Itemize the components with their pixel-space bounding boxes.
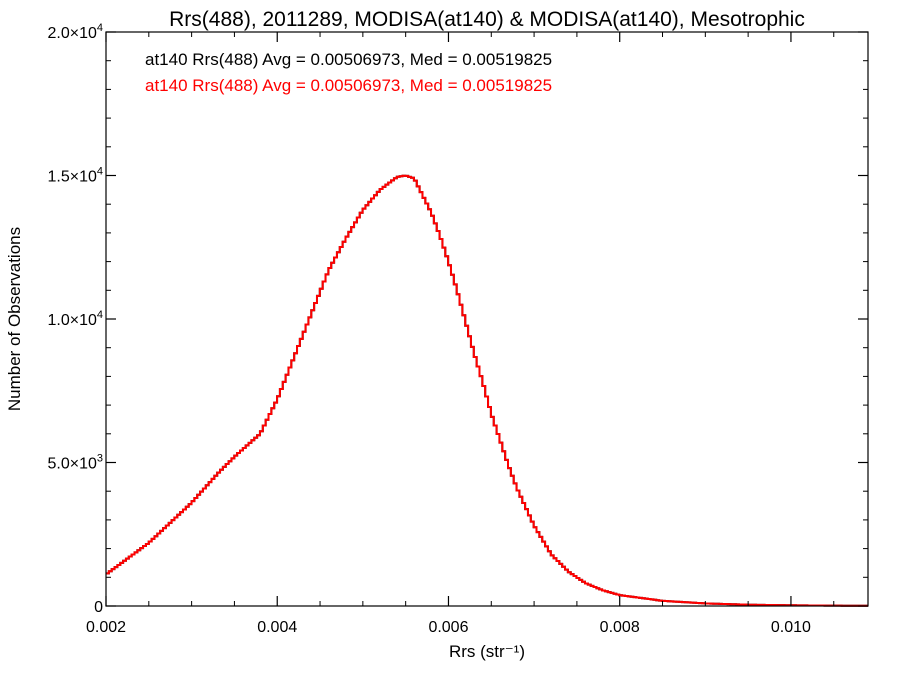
y-tick-label: 1.5×104 xyxy=(47,166,103,186)
x-tick-label: 0.006 xyxy=(428,619,468,636)
y-tick-label: 5.0×103 xyxy=(47,453,103,473)
y-tick-label: 0 xyxy=(94,599,103,616)
y-tick-label: 2.0×104 xyxy=(47,22,103,42)
series-layer xyxy=(106,174,869,607)
annotation-black: at140 Rrs(488) Avg = 0.00506973, Med = 0… xyxy=(145,50,552,69)
y-tick-label: 1.0×104 xyxy=(47,309,103,329)
x-tick-label: 0.010 xyxy=(771,619,811,636)
x-tick-label: 0.002 xyxy=(86,619,126,636)
chart-title: Rrs(488), 2011289, MODISA(at140) & MODIS… xyxy=(169,8,805,31)
y-axis-label: Number of Observations xyxy=(5,227,24,411)
annotation-red: at140 Rrs(488) Avg = 0.00506973, Med = 0… xyxy=(145,76,552,95)
x-tick-label: 0.008 xyxy=(600,619,640,636)
axis-ticks: 0.002 0.004 0.006 0.008 0.010 0 5.0×103 1.0×104… xyxy=(47,22,868,636)
series-1-line xyxy=(106,174,869,607)
series-0-line xyxy=(106,174,869,607)
x-axis-label: Rrs (str⁻¹) xyxy=(449,642,525,661)
plot-frame xyxy=(105,31,869,607)
x-tick-label: 0.004 xyxy=(257,619,297,636)
